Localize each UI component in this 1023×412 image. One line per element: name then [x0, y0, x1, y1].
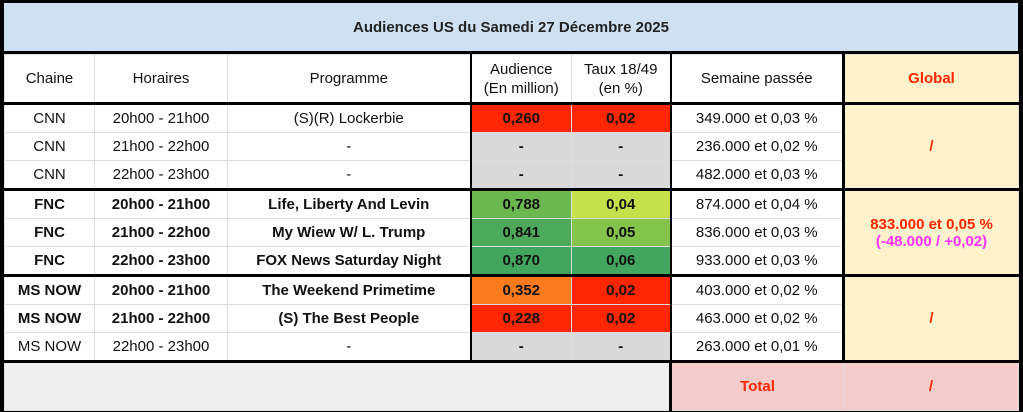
total-row: Total / — [4, 360, 1019, 411]
cell-horaires: 22h00 - 23h00 — [94, 160, 228, 190]
cell-taux: 0,06 — [571, 246, 671, 276]
header-audience-line1: Audience — [489, 60, 553, 78]
table-title: Audiences US du Samedi 27 Décembre 2025 — [4, 3, 1018, 51]
cell-taux: 0,02 — [571, 304, 671, 333]
header-taux: Taux 18/49 (en %) — [571, 54, 671, 104]
cell-horaires: 21h00 - 22h00 — [94, 218, 228, 247]
cell-audience: - — [469, 160, 572, 190]
cell-audience: 0,870 — [469, 246, 572, 276]
cell-semaine: 874.000 et 0,04 % — [669, 188, 844, 219]
cell-horaires: 20h00 - 21h00 — [94, 188, 228, 219]
cell-horaires: 20h00 - 21h00 — [94, 274, 228, 305]
cell-audience: - — [469, 332, 572, 362]
cell-audience: 0,841 — [469, 218, 572, 247]
table-row: FNC 22h00 - 23h00 FOX News Saturday Night 0… — [4, 246, 1019, 276]
cell-taux: 0,02 — [571, 102, 671, 133]
cell-horaires: 22h00 - 23h00 — [94, 246, 228, 276]
cell-chaine: MS NOW — [4, 332, 95, 362]
cell-audience: 0,352 — [469, 274, 572, 305]
cell-chaine: FNC — [4, 218, 95, 247]
cell-chaine: CNN — [4, 102, 95, 133]
cell-semaine: 482.000 et 0,03 % — [669, 160, 844, 190]
cell-horaires: 21h00 - 22h00 — [94, 132, 228, 161]
cell-chaine: MS NOW — [4, 304, 95, 333]
header-global: Global — [842, 54, 1019, 104]
cell-semaine: 263.000 et 0,01 % — [669, 332, 844, 362]
cell-programme: (S)(R) Lockerbie — [227, 102, 471, 133]
cell-taux: - — [571, 160, 671, 190]
cell-semaine: 463.000 et 0,02 % — [669, 304, 844, 333]
cell-audience: 0,260 — [469, 102, 572, 133]
table-row: FNC 21h00 - 22h00 My Wiew W/ L. Trump 0,841… — [4, 218, 1019, 247]
cell-taux: 0,02 — [571, 274, 671, 305]
cell-programme: - — [227, 332, 471, 362]
cell-programme: FOX News Saturday Night — [227, 246, 471, 276]
total-label: Total — [670, 360, 844, 411]
table-row: CNN 21h00 - 22h00- - -236.000 et 0,02 % — [4, 132, 1019, 161]
cell-horaires: 21h00 - 22h00 — [94, 304, 228, 333]
cell-audience: 0,228 — [469, 304, 572, 333]
global-cell: / — [842, 102, 1019, 190]
cell-semaine: 236.000 et 0,02 % — [669, 132, 844, 161]
cell-programme: Life, Liberty And Levin — [227, 188, 471, 219]
cell-chaine: FNC — [4, 188, 95, 219]
cell-taux: - — [571, 132, 671, 161]
global-cell: / — [842, 274, 1019, 362]
global-value: / — [929, 310, 934, 327]
cell-programme: (S) The Best People — [227, 304, 471, 333]
global-value: / — [929, 138, 934, 155]
table-row: MS NOW 20h00 - 21h00 The Weekend Primetime… — [4, 274, 1019, 362]
header-taux-line2: (en %) — [598, 79, 643, 97]
cell-chaine: MS NOW — [4, 274, 95, 305]
cell-programme: - — [227, 132, 471, 161]
table-row: FNC 20h00 - 21h00 Life, Liberty And Levin 0… — [4, 188, 1019, 276]
cell-semaine: 933.000 et 0,03 % — [669, 246, 844, 276]
header-programme: Programme — [227, 54, 471, 104]
header-chaine: Chaine — [4, 54, 95, 104]
global-value: (-48.000 / +0,02) — [875, 232, 988, 250]
cell-audience: - — [469, 132, 572, 161]
cell-programme: - — [227, 160, 471, 190]
audience-table: Chaine Horaires Programme Audience (En mi… — [4, 54, 1019, 411]
cell-taux: 0,05 — [571, 218, 671, 247]
cell-semaine: 836.000 et 0,03 % — [669, 218, 844, 247]
total-value: / — [843, 360, 1019, 411]
header-audience: Audience (En million) — [469, 54, 572, 104]
cell-horaires: 22h00 - 23h00 — [94, 332, 228, 362]
cell-chaine: CNN — [4, 160, 95, 190]
cell-taux: 0,04 — [571, 188, 671, 219]
global-value: 833.000 et 0,05 % — [870, 215, 993, 233]
header-horaires: Horaires — [94, 54, 228, 104]
header-audience-line2: (En million) — [483, 79, 559, 97]
cell-programme: My Wiew W/ L. Trump — [227, 218, 471, 247]
cell-semaine: 349.000 et 0,03 % — [669, 102, 844, 133]
table-row: CNN 20h00 - 21h00 (S)(R) Lockerbie 0,260 0,0… — [4, 102, 1019, 190]
header-semaine: Semaine passée — [669, 54, 844, 104]
cell-audience: 0,788 — [469, 188, 572, 219]
cell-programme: The Weekend Primetime — [227, 274, 471, 305]
cell-semaine: 403.000 et 0,02 % — [669, 274, 844, 305]
cell-chaine: FNC — [4, 246, 95, 276]
cell-horaires: 20h00 - 21h00 — [94, 102, 228, 133]
cell-taux: - — [571, 332, 671, 362]
table-row: MS NOW 21h00 - 22h00 (S) The Best People 0,… — [4, 304, 1019, 333]
global-cell: 833.000 et 0,05 % (-48.000 / +0,02) — [842, 188, 1019, 276]
header-taux-line1: Taux 18/49 — [584, 60, 658, 78]
cell-chaine: CNN — [4, 132, 95, 161]
header-row: Chaine Horaires Programme Audience (En mi… — [4, 54, 1019, 104]
empty-cell — [4, 360, 672, 411]
